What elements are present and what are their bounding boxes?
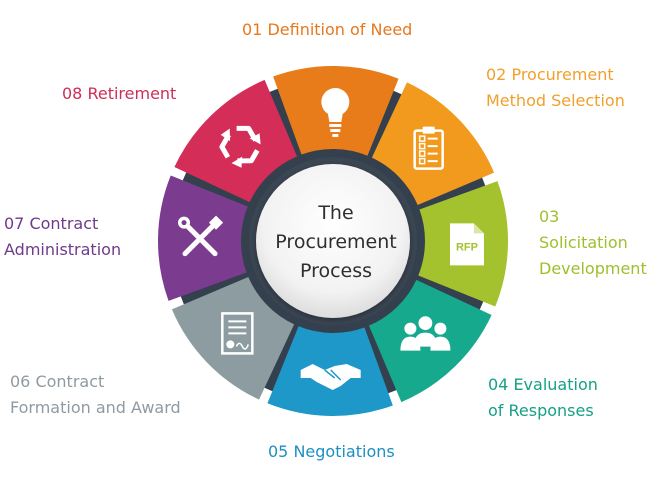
stage-label-line: Administration — [4, 240, 122, 259]
stage-label-line: Formation and Award — [10, 398, 181, 417]
center-title-line-1: The — [317, 202, 353, 224]
recycle-icon — [219, 125, 261, 168]
center-hub — [256, 164, 410, 318]
stage-label-line: 06 Contract — [10, 372, 105, 391]
stage-label-retirement: 08 Retirement — [62, 81, 176, 107]
rfp-icon-text: RFP — [456, 241, 478, 253]
handshake-icon — [300, 363, 361, 390]
stage-label-evaluation-of-responses: 04 Evaluation of Responses — [488, 372, 598, 424]
stage-label-line: of Responses — [488, 401, 594, 420]
center-title-line-3: Process — [300, 260, 372, 282]
stage-label-procurement-method-selection: 02 Procurement Method Selection — [486, 62, 625, 114]
stage-label-contract-formation: 06 Contract Formation and Award — [10, 369, 181, 421]
stage-label-line: 07 Contract — [4, 214, 99, 233]
stage-label-contract-administration: 07 Contract Administration — [4, 211, 121, 263]
stage-label-line: 02 Procurement — [486, 65, 614, 84]
signed-contract-icon — [221, 312, 254, 355]
checklist-clipboard-icon — [413, 126, 444, 170]
stage-label-negotiations: 05 Negotiations — [268, 439, 395, 465]
stage-label-line: 08 Retirement — [62, 84, 177, 103]
stage-label-line: 05 Negotiations — [268, 442, 395, 461]
stage-label-line: 03 — [539, 207, 560, 226]
wheel-icons: RFP — [178, 88, 484, 390]
stage-label-definition-of-need: 01 Definition of Need — [242, 17, 412, 43]
wheel-segments — [157, 66, 508, 416]
stage-label-solicitation-development: 03 Solicitation Development — [539, 204, 647, 282]
segment-retirement — [174, 79, 298, 203]
segment-procurement-method-selection — [371, 82, 495, 206]
segment-contract-formation — [171, 276, 295, 400]
stage-label-line: Method Selection — [486, 91, 625, 110]
stage-label-line: Solicitation — [539, 233, 628, 252]
team-people-icon — [400, 316, 451, 351]
stage-label-line: Development — [539, 259, 647, 278]
center-title-line-2: Procurement — [275, 231, 396, 253]
rfp-document-icon: RFP — [449, 223, 484, 266]
stage-label-line: 04 Evaluation — [488, 375, 598, 394]
stage-label-line: 01 Definition of Need — [242, 20, 413, 39]
lightbulb-icon — [321, 88, 350, 138]
